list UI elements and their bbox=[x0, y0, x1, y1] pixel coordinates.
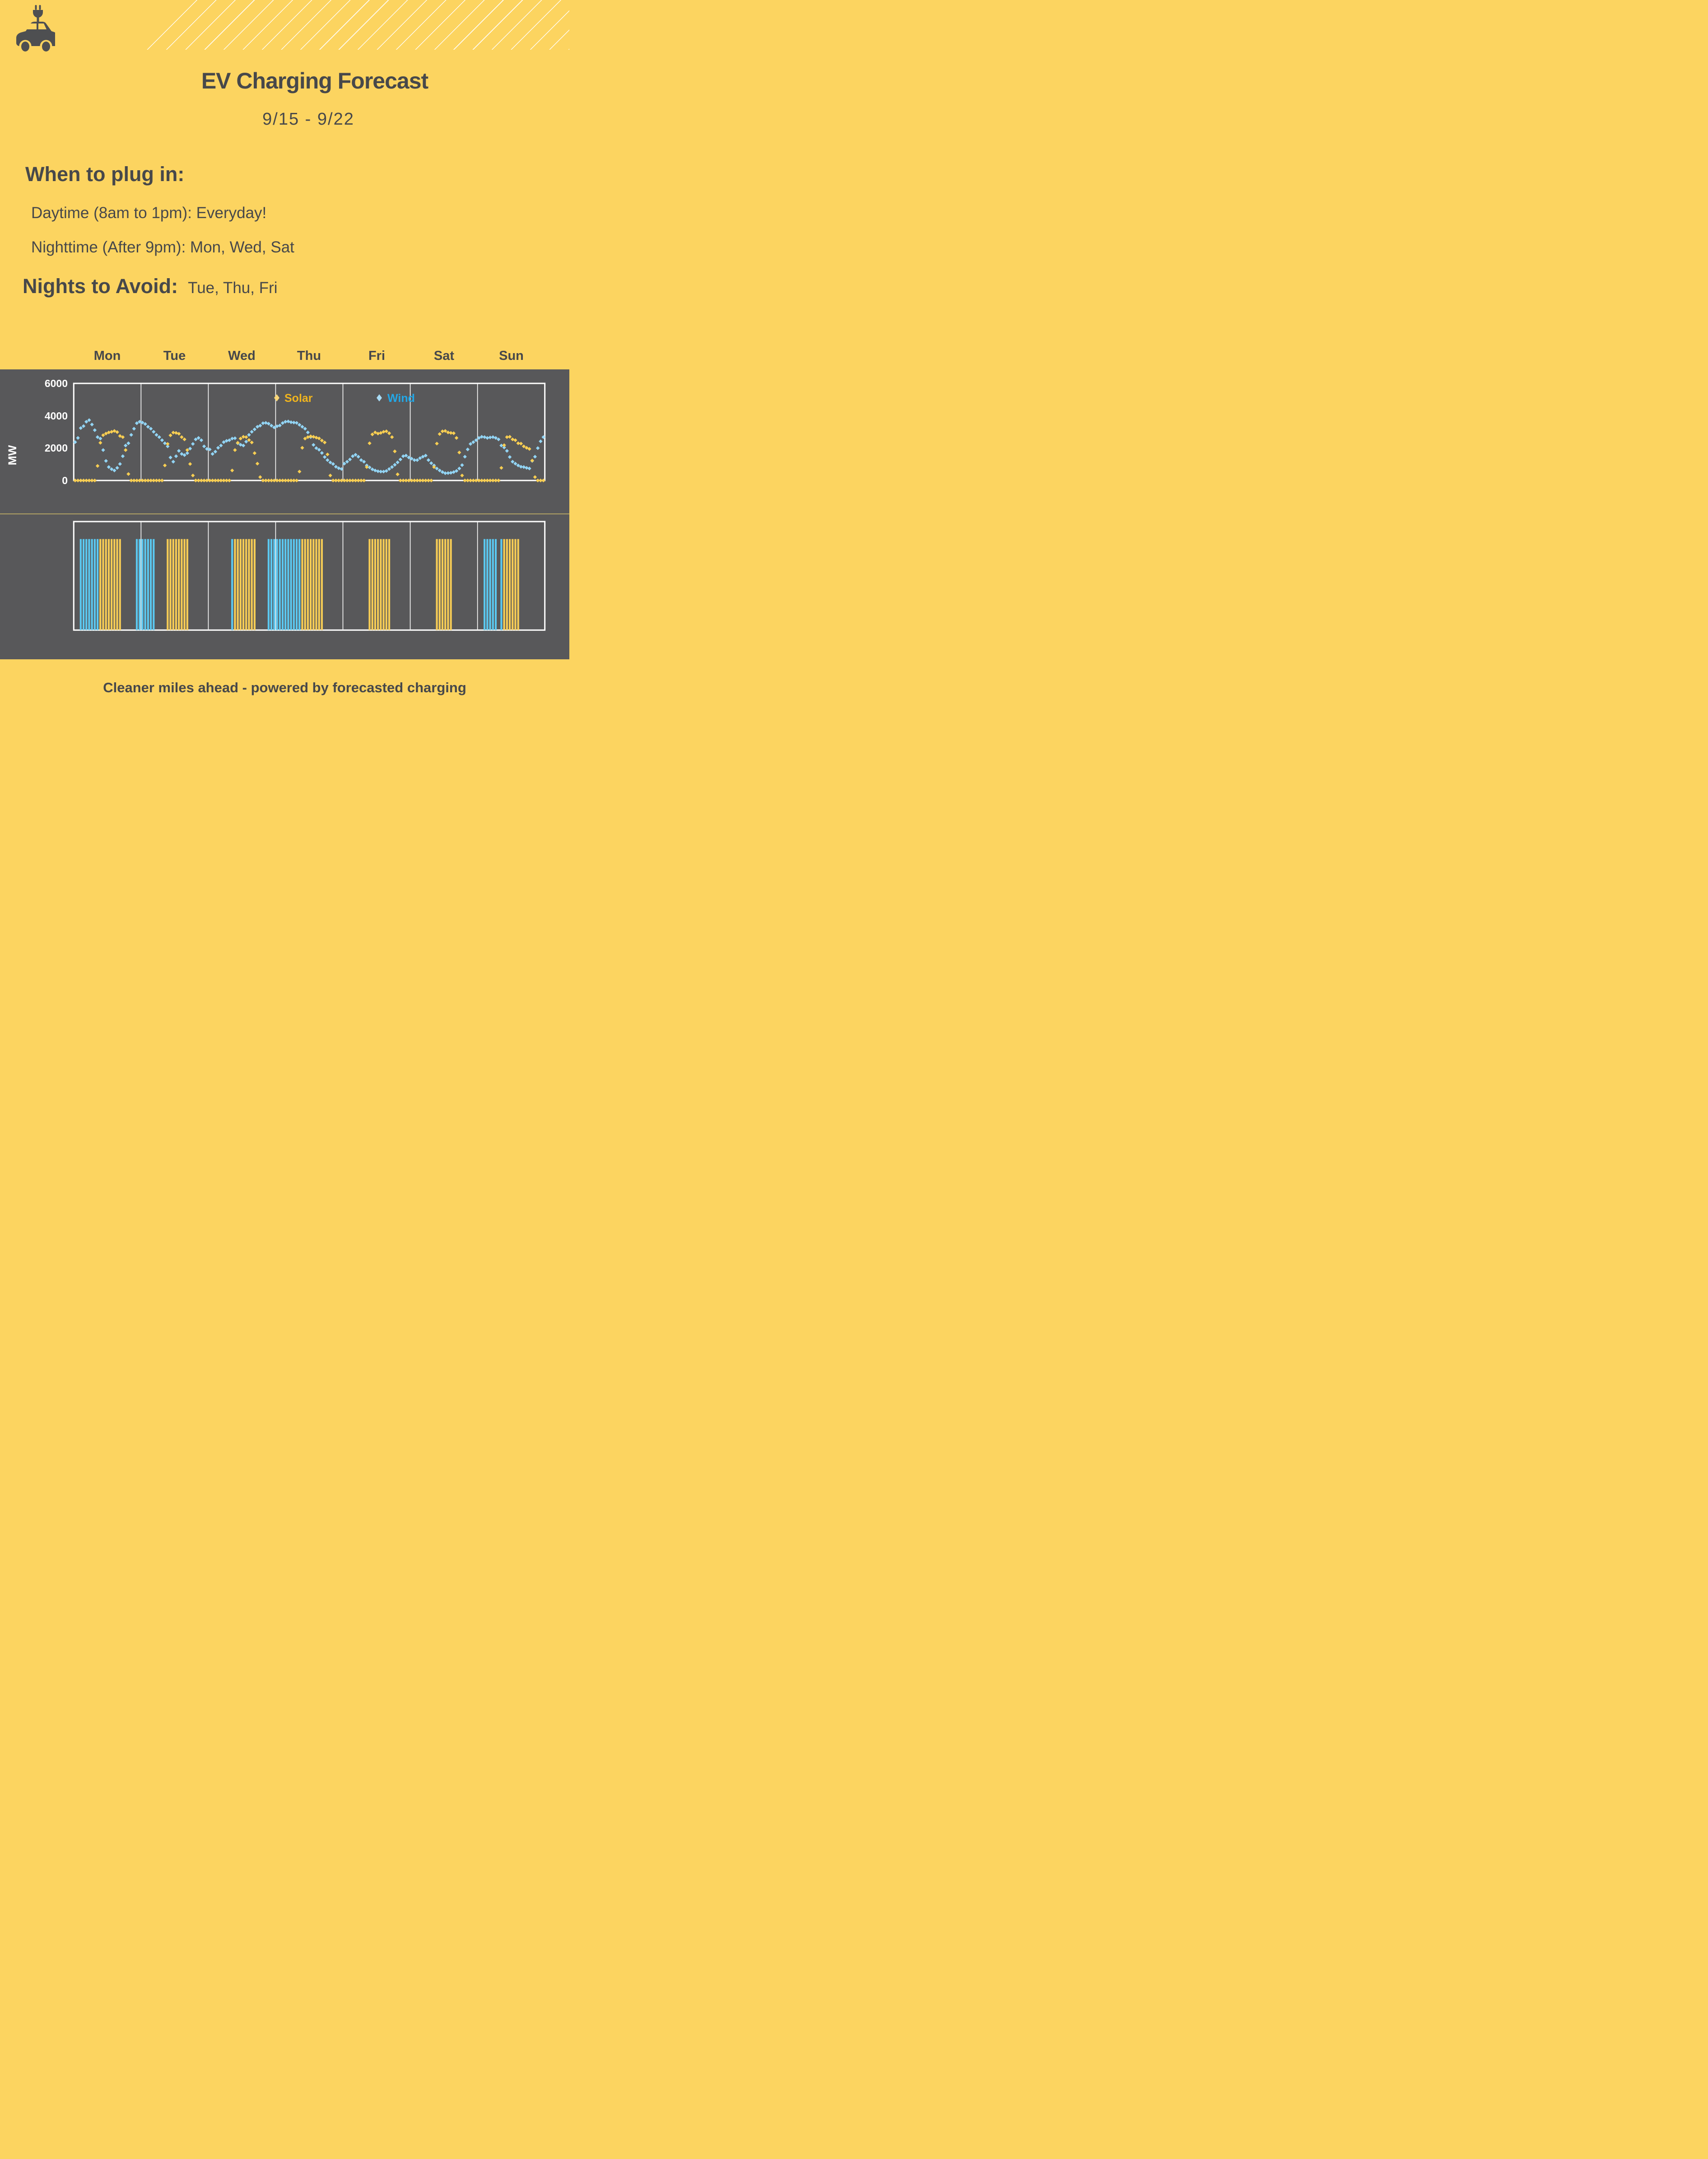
y-axis-title: MW bbox=[6, 445, 19, 465]
day-label-tue: Tue bbox=[163, 349, 186, 363]
ev-car-plug-icon bbox=[16, 5, 55, 52]
chart-legend: Solar Wind bbox=[274, 392, 415, 405]
solar-legend-diamond-icon bbox=[274, 394, 279, 401]
plug-head-icon bbox=[33, 10, 43, 18]
day-label-thu: Thu bbox=[297, 349, 321, 363]
wind-series bbox=[73, 418, 545, 476]
nighttime-recommendation: Nighttime (After 9pm): Mon, Wed, Sat bbox=[31, 238, 294, 256]
ev-charging-forecast-poster: EV Charging Forecast 9/15 - 9/22 When to… bbox=[0, 0, 569, 720]
day-divider-gridlines bbox=[140, 522, 478, 630]
nights-to-avoid-label: Nights to Avoid: bbox=[23, 275, 178, 298]
solar-legend-label: Solar bbox=[284, 392, 313, 405]
footer-bar: Cleaner miles ahead - powered by forecas… bbox=[0, 659, 569, 720]
car-wheel-icon bbox=[21, 42, 29, 51]
day-label-wed: Wed bbox=[228, 349, 256, 363]
diagonal-hatch-decoration bbox=[140, 0, 569, 50]
day-label-sun: Sun bbox=[499, 349, 524, 363]
chart-border bbox=[73, 382, 546, 481]
ytick-6000: 6000 bbox=[45, 378, 68, 389]
day-label-sat: Sat bbox=[433, 349, 455, 363]
y-axis-tick-labels: 6000 4000 2000 0 bbox=[45, 378, 68, 486]
chart-border bbox=[73, 521, 546, 631]
charging-window-stripes bbox=[79, 539, 519, 630]
car-front-window-icon bbox=[26, 23, 37, 29]
date-range: 9/15 - 9/22 bbox=[262, 110, 354, 129]
ytick-4000: 4000 bbox=[45, 410, 68, 422]
daytime-recommendation: Daytime (8am to 1pm): Everyday! bbox=[31, 204, 267, 222]
day-divider-gridlines bbox=[140, 384, 478, 480]
wind-legend-diamond-icon bbox=[377, 394, 382, 401]
ytick-2000: 2000 bbox=[45, 442, 68, 454]
solar-series bbox=[73, 429, 545, 483]
day-label-row: Mon Tue Wed Thu Fri Sat Sun bbox=[0, 349, 569, 365]
plug-prong-icon bbox=[39, 5, 41, 10]
car-wheel-icon bbox=[42, 42, 50, 51]
nights-to-avoid-row: Nights to Avoid: Tue, Thu, Fri bbox=[23, 275, 278, 298]
nights-to-avoid-value: Tue, Thu, Fri bbox=[188, 279, 278, 297]
page-title: EV Charging Forecast bbox=[201, 68, 428, 93]
ytick-0: 0 bbox=[62, 475, 68, 486]
day-label-fri: Fri bbox=[368, 349, 386, 363]
day-label-mon: Mon bbox=[93, 349, 121, 363]
car-rear-window-icon bbox=[38, 23, 47, 29]
plug-prong-icon bbox=[35, 5, 37, 10]
wind-legend-label: Wind bbox=[387, 392, 415, 405]
footer-tagline: Cleaner miles ahead - powered by forecas… bbox=[103, 680, 466, 695]
forecast-scatter-chart: 6000 4000 2000 0 MW Solar Wind bbox=[6, 378, 546, 486]
when-to-plug-in-heading: When to plug in: bbox=[25, 163, 185, 186]
charging-windows-chart bbox=[73, 521, 546, 631]
panel-divider-line bbox=[0, 513, 569, 514]
